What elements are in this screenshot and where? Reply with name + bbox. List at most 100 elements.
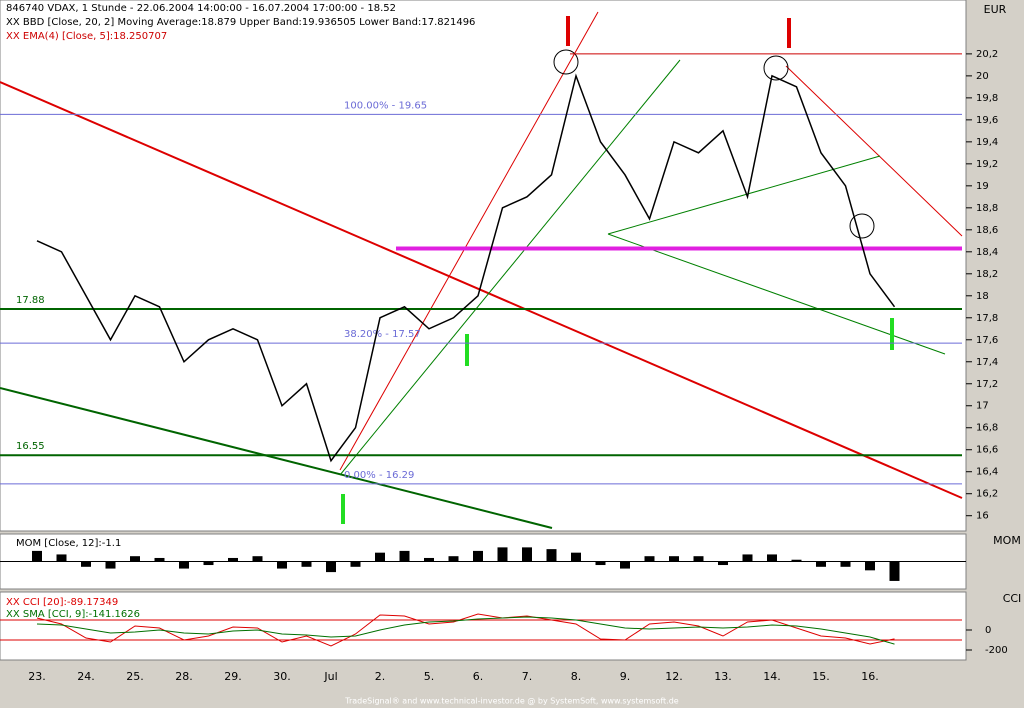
y-tick-label: 17: [976, 401, 989, 412]
marker-circle: [763, 55, 789, 81]
x-tick-label: 9.: [620, 670, 631, 683]
y-tick-label: 18,2: [976, 269, 998, 280]
bar: [742, 554, 753, 562]
y-tick-label: 16: [976, 511, 989, 522]
y-tick-label: 18,4: [976, 247, 998, 258]
cci-panel: [0, 591, 967, 661]
bar: [644, 556, 655, 562]
bar: [424, 557, 434, 562]
y-tick-label: 20: [976, 71, 989, 82]
y-tick-label: 16,8: [976, 423, 998, 434]
bar: [154, 557, 165, 562]
line-label: 0.00% - 16.29: [344, 470, 414, 481]
trend-line: [339, 11, 599, 471]
bar: [595, 561, 606, 566]
bar: [669, 556, 679, 562]
footer: TradeSignal® and www.technical-investor.…: [344, 697, 679, 706]
trend-line: [339, 59, 681, 476]
y-tick-label: 0: [985, 625, 991, 636]
bar: [252, 556, 263, 562]
bar: [620, 561, 630, 569]
line-label: 17.88: [16, 295, 45, 306]
price-line: [36, 613, 895, 647]
signal-marker: [890, 318, 894, 350]
x-tick-label: 13.: [714, 670, 732, 683]
signal-marker: [566, 16, 570, 46]
bar: [571, 552, 581, 562]
marker-circle: [553, 49, 579, 75]
y-tick-label: 19: [976, 181, 989, 192]
y-tick-label: -200: [985, 645, 1008, 656]
bar: [350, 561, 361, 567]
y-tick-label: 19,4: [976, 137, 998, 148]
axis-label: CCI: [1003, 592, 1022, 605]
price-line: [36, 616, 895, 645]
trend-line: [0, 81, 963, 499]
x-tick-label: 14.: [763, 670, 781, 683]
bar: [399, 550, 410, 562]
x-tick-label: Jul: [323, 670, 337, 683]
chart-title: 846740 VDAX, 1 Stunde - 22.06.2004 14:00…: [6, 3, 396, 14]
price-panel: [0, 0, 967, 532]
x-tick-label: 12.: [665, 670, 683, 683]
x-tick-label: 5.: [424, 670, 435, 683]
y-tick-label: 16,6: [976, 445, 998, 456]
bar: [81, 561, 91, 567]
trend-line: [607, 155, 881, 235]
y-tick-label: 16,2: [976, 489, 998, 500]
bar: [791, 559, 802, 562]
axis-label: MOM: [993, 534, 1021, 547]
bar: [326, 561, 336, 573]
bar: [130, 556, 140, 562]
panel-title: MOM [Close, 12]:-1.1: [16, 538, 121, 549]
bar: [56, 554, 67, 562]
bar: [718, 561, 728, 566]
y-tick-label: 19,2: [976, 159, 998, 170]
x-tick-label: 7.: [522, 670, 533, 683]
bar: [375, 552, 385, 562]
y-tick-label: 18,6: [976, 225, 998, 236]
x-tick-label: 16.: [861, 670, 879, 683]
bar: [767, 554, 777, 562]
y-tick-label: 17,8: [976, 313, 998, 324]
x-tick-label: 8.: [571, 670, 582, 683]
annotation: XX EMA(4) [Close, 5]:18.250707: [6, 31, 167, 42]
trend-line: [785, 65, 963, 237]
bar: [179, 561, 189, 569]
bar: [497, 547, 508, 562]
legend-entry: XX SMA [CCI, 9]:-141.1626: [6, 609, 140, 620]
bar: [277, 561, 287, 569]
bar: [865, 561, 875, 571]
signal-marker: [787, 18, 791, 48]
y-tick-label: 18: [976, 291, 989, 302]
axis-label: EUR: [984, 3, 1007, 16]
bar: [840, 561, 851, 567]
y-tick-label: 17,4: [976, 357, 998, 368]
x-tick-label: 2.: [375, 670, 386, 683]
bar: [522, 547, 532, 562]
line-label: 100.00% - 19.65: [344, 100, 427, 111]
price-line: [36, 73, 896, 463]
line-label: 16.55: [16, 441, 45, 452]
x-tick-label: 6.: [473, 670, 484, 683]
x-tick-label: 30.: [273, 670, 291, 683]
line-label: 38.20% - 17.57: [344, 329, 421, 340]
trend-line: [607, 233, 946, 355]
y-tick-label: 17,6: [976, 335, 998, 346]
bar: [105, 561, 116, 569]
x-tick-label: 23.: [28, 670, 46, 683]
bar: [693, 556, 704, 562]
bar: [301, 561, 312, 567]
y-tick-label: 19,8: [976, 93, 998, 104]
y-tick-label: 18,8: [976, 203, 998, 214]
signal-marker: [465, 334, 469, 366]
subtitle: XX BBD [Close, 20, 2] Moving Average:18.…: [6, 17, 475, 28]
bar: [546, 549, 557, 562]
bar: [473, 550, 483, 562]
signal-marker: [341, 494, 345, 524]
x-tick-label: 15.: [812, 670, 830, 683]
x-tick-label: 29.: [224, 670, 242, 683]
x-tick-label: 28.: [175, 670, 193, 683]
legend-entry: XX CCI [20]:-89.17349: [6, 597, 118, 608]
